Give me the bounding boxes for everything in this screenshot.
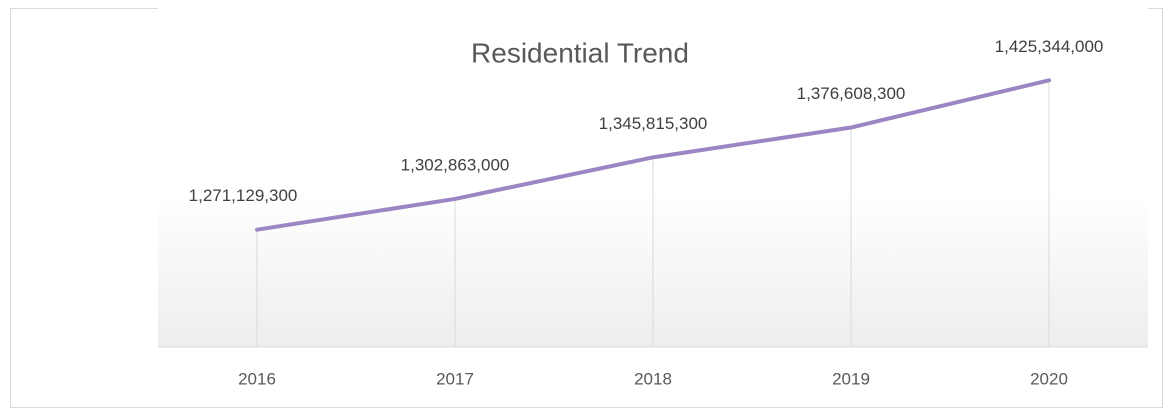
x-tick-label: 2020 xyxy=(1030,369,1068,388)
data-label: 1,376,608,300 xyxy=(797,84,906,103)
data-label: 1,302,863,000 xyxy=(401,155,510,174)
x-tick-label: 2016 xyxy=(238,369,276,388)
data-label: 1,271,129,300 xyxy=(189,186,298,205)
data-line xyxy=(255,78,1051,232)
x-tick-label: 2019 xyxy=(832,369,870,388)
chart-title: Residential Trend xyxy=(471,37,689,68)
data-label: 1,345,815,300 xyxy=(599,114,708,133)
x-tick-label: 2017 xyxy=(436,369,474,388)
data-label: 1,425,344,000 xyxy=(995,37,1104,56)
x-tick-label: 2018 xyxy=(634,369,672,388)
